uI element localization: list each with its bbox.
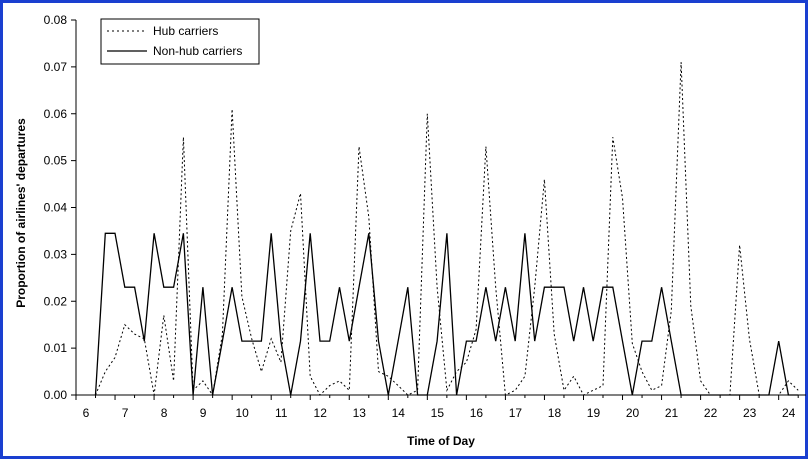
x-tick-label: 19: [587, 406, 601, 420]
y-tick-label: 0.01: [44, 341, 68, 355]
y-tick-label: 0.04: [44, 201, 68, 215]
series-layer: [94, 62, 799, 397]
y-tick-label: 0.08: [44, 13, 68, 27]
x-tick-label: 13: [353, 406, 367, 420]
y-tick-label: 0.00: [44, 388, 68, 402]
x-tick-label: 12: [314, 406, 328, 420]
x-tick-label: 9: [200, 406, 207, 420]
y-axis-title: Proportion of airlines' departures: [14, 118, 28, 308]
tick-labels: 0.00 0.01 0.02 0.03 0.04 0.05 0.06 0.07 0.08 6 7 8 9…: [44, 13, 796, 420]
x-tick-label: 6: [83, 406, 90, 420]
series-line-non-hub-carriers: [94, 232, 799, 396]
x-tick-label: 7: [122, 406, 129, 420]
y-tick-label: 0.03: [44, 247, 68, 261]
x-tick-label: 23: [743, 406, 757, 420]
legend-label-hub: Hub carriers: [153, 24, 218, 38]
y-tick-label: 0.02: [44, 294, 68, 308]
legend-label-nonhub: Non-hub carriers: [153, 44, 242, 58]
x-tick-label: 18: [548, 406, 562, 420]
x-tick-label: 11: [275, 406, 288, 420]
x-tick-label: 22: [704, 406, 718, 420]
x-tick-label: 15: [431, 406, 445, 420]
series-line-hub-carriers: [95, 62, 799, 397]
x-tick-label: 20: [626, 406, 640, 420]
x-tick-label: 16: [470, 406, 484, 420]
legend-box: [100, 18, 260, 65]
x-tick-label: 17: [509, 406, 523, 420]
y-tick-label: 0.06: [44, 107, 68, 121]
axes: [71, 19, 806, 400]
y-tick-label: 0.05: [44, 154, 68, 168]
x-tick-label: 8: [161, 406, 168, 420]
y-tick-label: 0.07: [44, 60, 68, 74]
x-tick-label: 24: [782, 406, 796, 420]
legend: Hub carriers Non-hub carriers: [100, 18, 260, 65]
x-tick-label: 21: [665, 406, 679, 420]
x-tick-label: 14: [392, 406, 406, 420]
x-tick-label: 10: [235, 406, 249, 420]
x-axis-title: Time of Day: [407, 434, 475, 448]
